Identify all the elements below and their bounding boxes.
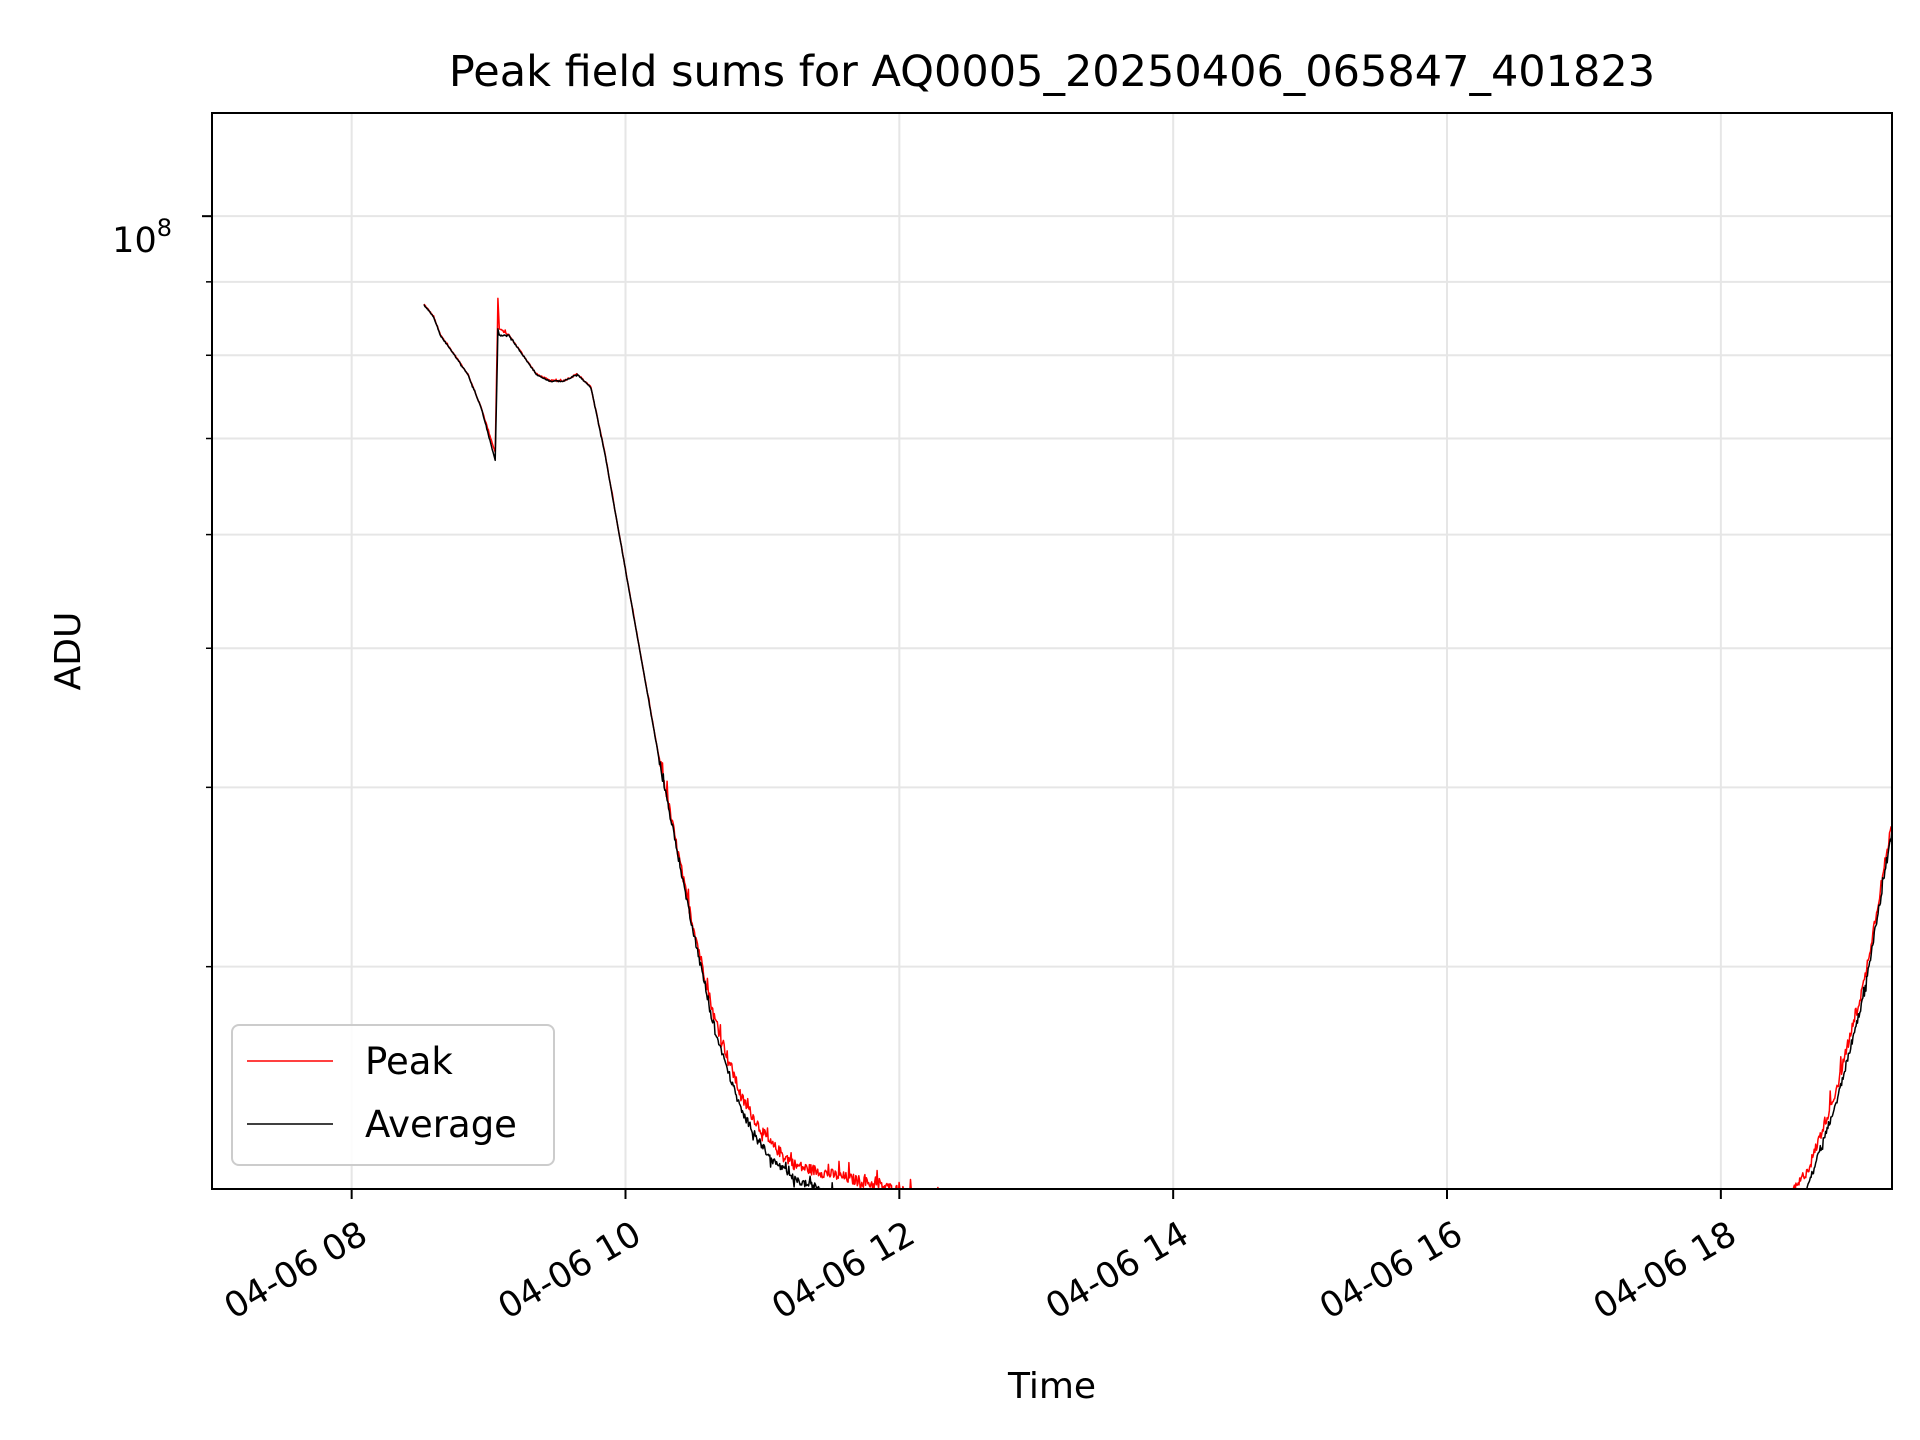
grid-lines	[212, 113, 1892, 1189]
y-axis: 108 ADU	[48, 214, 172, 690]
chart-title: Peak field sums for AQ0005_20250406_0658…	[449, 47, 1655, 97]
y-tick-label-exponent: 8	[157, 214, 172, 242]
series-layer	[423, 297, 1892, 1189]
legend-box	[231, 1024, 555, 1166]
axis-ticks	[202, 215, 1722, 1199]
y-tick-label-1e8: 108	[112, 214, 172, 261]
plot-area	[202, 112, 1893, 1199]
series-line-average	[423, 304, 1892, 1189]
legend-label-average: Average	[365, 1103, 517, 1146]
series-area	[423, 297, 1892, 1189]
x-axis-title: Time	[1007, 1366, 1096, 1407]
series-line-peak	[423, 297, 1892, 1189]
legend: Peak Average	[231, 1024, 555, 1166]
plot-background	[212, 113, 1892, 1189]
plot-frame	[211, 112, 1893, 1190]
legend-label-peak: Peak	[365, 1040, 453, 1083]
y-axis-title: ADU	[48, 612, 89, 691]
